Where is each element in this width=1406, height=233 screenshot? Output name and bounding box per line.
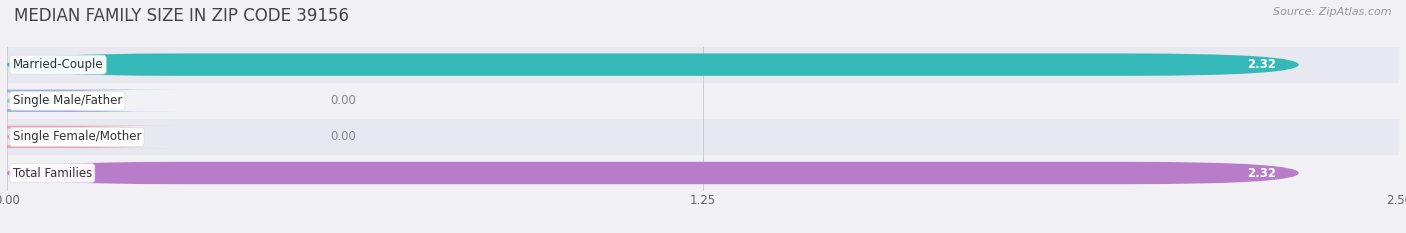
FancyBboxPatch shape bbox=[0, 126, 180, 148]
Bar bbox=[7, 47, 1399, 83]
Text: Source: ZipAtlas.com: Source: ZipAtlas.com bbox=[1274, 7, 1392, 17]
Text: 0.00: 0.00 bbox=[330, 130, 356, 143]
Text: Total Families: Total Families bbox=[13, 167, 91, 179]
FancyBboxPatch shape bbox=[7, 53, 1299, 76]
Bar bbox=[7, 83, 1399, 119]
Text: 2.32: 2.32 bbox=[1247, 58, 1277, 71]
Bar bbox=[7, 155, 1399, 191]
Text: 0.00: 0.00 bbox=[330, 94, 356, 107]
Text: MEDIAN FAMILY SIZE IN ZIP CODE 39156: MEDIAN FAMILY SIZE IN ZIP CODE 39156 bbox=[14, 7, 349, 25]
FancyBboxPatch shape bbox=[7, 162, 1299, 184]
Bar bbox=[7, 119, 1399, 155]
Text: Married-Couple: Married-Couple bbox=[13, 58, 103, 71]
Text: Single Female/Mother: Single Female/Mother bbox=[13, 130, 141, 143]
Text: 2.32: 2.32 bbox=[1247, 167, 1277, 179]
Text: Single Male/Father: Single Male/Father bbox=[13, 94, 122, 107]
FancyBboxPatch shape bbox=[0, 89, 180, 112]
